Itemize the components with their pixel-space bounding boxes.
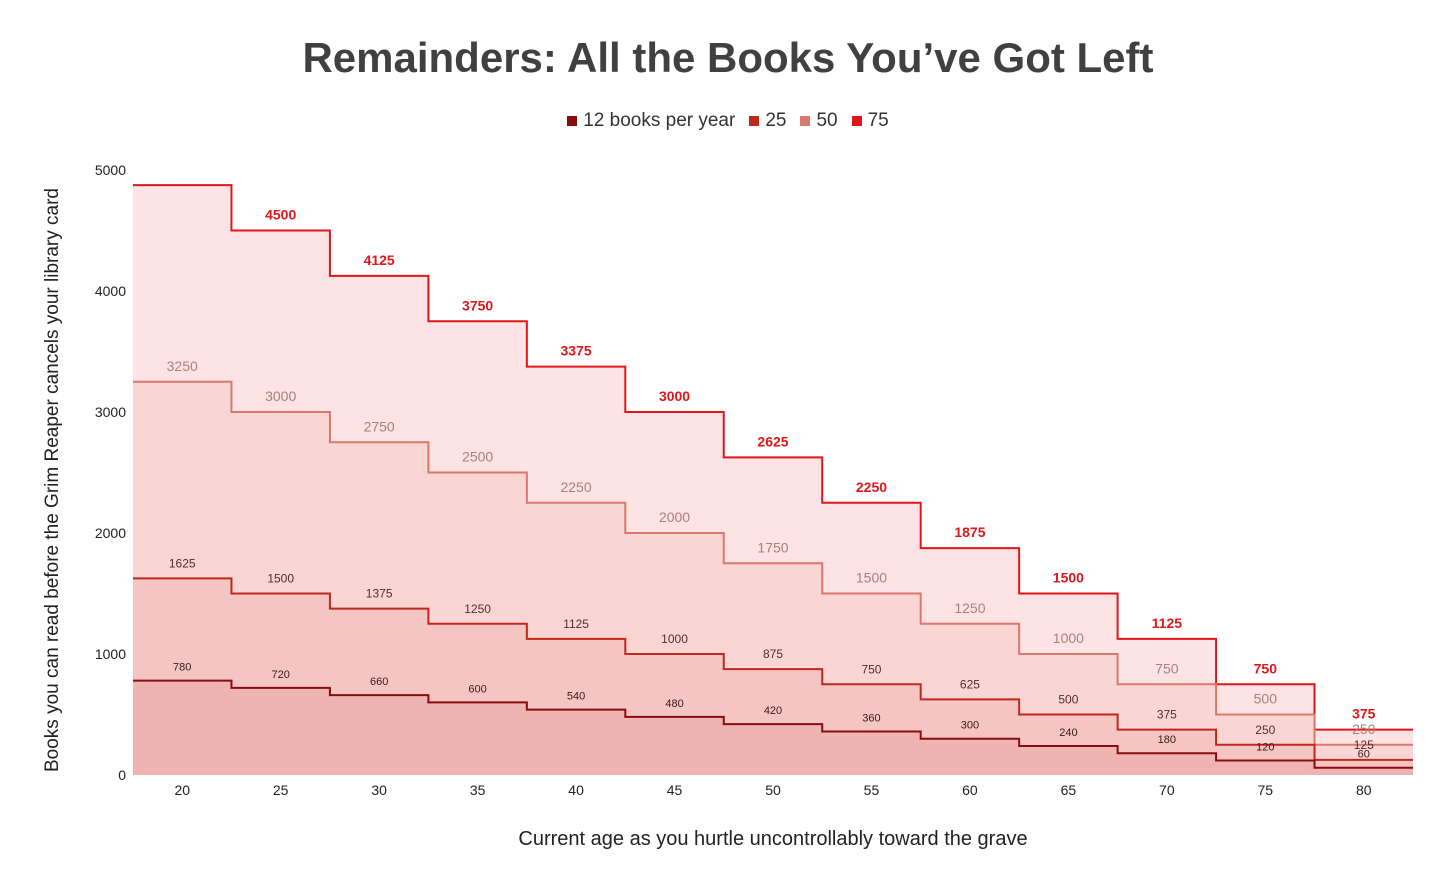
x-tick-label-80: 80: [1356, 782, 1372, 798]
step-line-75: [133, 184, 1413, 731]
data-label-25-65: 500: [1058, 693, 1078, 707]
data-label-75-65: 1500: [1053, 570, 1084, 586]
data-label-25-30: 1375: [366, 587, 393, 601]
data-label-50-75: 500: [1254, 691, 1278, 707]
data-label-50-40: 2250: [560, 479, 591, 495]
data-label-25-50: 875: [763, 647, 783, 661]
data-label-50-80: 250: [1352, 721, 1376, 737]
x-tick-label-65: 65: [1061, 782, 1077, 798]
data-label-25-70: 375: [1157, 708, 1177, 722]
data-label-12-75: 120: [1256, 741, 1274, 753]
legend-label-12: 12 books per year: [583, 110, 736, 131]
data-label-12-45: 480: [665, 698, 683, 710]
data-label-75-70: 1125: [1152, 615, 1183, 631]
x-tick-label-35: 35: [470, 782, 486, 798]
data-label-12-30: 660: [370, 676, 388, 688]
data-label-12-20: 780: [173, 662, 191, 674]
y-tick-label-0: 0: [118, 767, 126, 783]
data-label-25-25: 1500: [267, 572, 294, 586]
data-label-25-60: 625: [960, 677, 980, 691]
y-axis-title: Books you can read before the Grim Reape…: [42, 188, 63, 772]
legend-item-75: 75: [851, 110, 889, 132]
legend-label-25: 25: [765, 110, 787, 131]
data-label-25-75: 250: [1255, 723, 1275, 737]
legend-swatch-75: [851, 116, 862, 126]
data-label-25-20: 1625: [169, 556, 196, 570]
legend-item-25: 25: [749, 110, 786, 132]
data-label-25-80: 125: [1354, 738, 1374, 752]
legend-label-75: 75: [867, 110, 889, 131]
data-label-50-70: 750: [1155, 660, 1179, 676]
data-label-12-50: 420: [764, 705, 782, 717]
step-line-25: [133, 577, 1413, 761]
data-label-12-70: 180: [1158, 734, 1176, 746]
data-label-75-50: 2625: [757, 433, 788, 449]
legend-swatch-50: [800, 116, 811, 126]
data-label-12-60: 300: [961, 720, 979, 732]
data-label-50-25: 3000: [265, 388, 296, 404]
x-tick-label-45: 45: [667, 782, 683, 798]
data-label-50-30: 2750: [364, 418, 395, 434]
data-label-50-20: 3250: [167, 358, 198, 374]
x-tick-label-55: 55: [864, 782, 880, 798]
y-tick-label-5000: 5000: [95, 162, 126, 178]
data-label-50-60: 1250: [954, 600, 985, 616]
legend-label-50: 50: [816, 110, 838, 131]
x-tick-label-30: 30: [371, 782, 387, 798]
data-label-12-55: 360: [862, 712, 880, 724]
data-label-75-35: 3750: [462, 297, 493, 313]
data-label-75-55: 2250: [856, 479, 887, 495]
x-tick-label-20: 20: [174, 782, 190, 798]
data-label-25-40: 1125: [563, 617, 589, 631]
y-tick-label-4000: 4000: [95, 283, 126, 299]
step-line-12: [133, 679, 1413, 769]
x-tick-label-50: 50: [765, 782, 781, 798]
data-label-50-45: 2000: [659, 509, 690, 525]
data-label-50-55: 1500: [856, 570, 887, 586]
data-label-25-45: 1000: [661, 632, 688, 646]
data-label-12-40: 540: [567, 691, 585, 703]
step-line-50: [133, 380, 1413, 746]
data-label-12-65: 240: [1059, 727, 1077, 739]
data-label-25-55: 750: [861, 662, 881, 676]
data-label-50-35: 2500: [462, 449, 493, 465]
legend: 12 books per year 25 50 75: [0, 110, 1456, 132]
data-label-75-25: 4500: [265, 207, 296, 223]
legend-swatch-25: [749, 116, 760, 126]
y-tick-label-1000: 1000: [95, 646, 126, 662]
x-tick-label-70: 70: [1159, 782, 1175, 798]
data-label-75-60: 1875: [954, 524, 985, 540]
legend-item-50: 50: [800, 110, 838, 132]
x-tick-label-75: 75: [1258, 782, 1274, 798]
legend-swatch-12: [567, 116, 578, 126]
data-label-75-45: 3000: [659, 388, 690, 404]
area-12: [133, 680, 1413, 775]
x-axis-title: Current age as you hurtle uncontrollably…: [518, 828, 1027, 850]
y-tick-label-3000: 3000: [95, 404, 126, 420]
chart-title: Remainders: All the Books You’ve Got Lef…: [302, 34, 1154, 81]
x-tick-label-60: 60: [962, 782, 978, 798]
y-tick-label-2000: 2000: [95, 525, 126, 541]
data-label-25-35: 1250: [464, 602, 491, 616]
data-label-75-40: 3375: [560, 343, 591, 359]
data-label-75-75: 750: [1254, 660, 1278, 676]
x-tick-label-25: 25: [273, 782, 289, 798]
data-label-50-65: 1000: [1053, 630, 1084, 646]
x-tick-label-40: 40: [568, 782, 584, 798]
legend-item-12: 12 books per year: [567, 110, 735, 132]
data-label-12-35: 600: [468, 683, 486, 695]
data-label-12-25: 720: [272, 669, 290, 681]
data-label-75-80: 375: [1352, 706, 1376, 722]
data-label-50-50: 1750: [757, 539, 788, 555]
data-label-75-30: 4125: [364, 252, 395, 268]
data-label-12-80: 60: [1358, 749, 1370, 761]
